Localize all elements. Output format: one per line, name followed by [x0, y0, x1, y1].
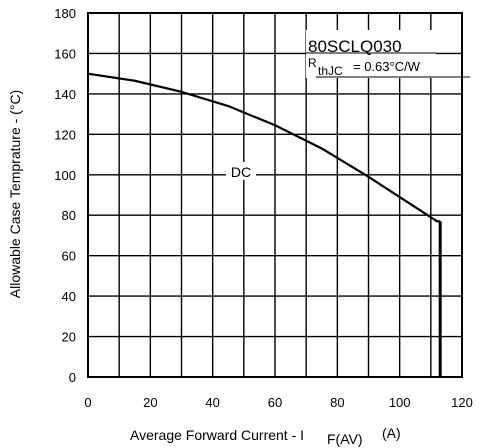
rth-symbol: R — [308, 56, 317, 70]
annotation-bg — [306, 30, 436, 78]
y-tick-label: 40 — [62, 289, 76, 304]
x-axis-label-subscript: F(AV) — [327, 431, 363, 447]
y-tick-label: 100 — [54, 168, 76, 183]
rth-value: = 0.63°C/W — [353, 59, 421, 74]
x-tick-label: 0 — [84, 395, 91, 410]
x-tick-label: 80 — [330, 395, 344, 410]
y-tick-label: 140 — [54, 87, 76, 102]
y-tick-labels: 0 20 40 60 80 100 120 140 160 180 — [54, 6, 76, 385]
rth-subscript: thJC — [318, 64, 343, 78]
x-tick-label: 120 — [451, 395, 473, 410]
plot-frame — [87, 12, 463, 378]
x-axis-label-main: Average Forward Current - I — [130, 427, 304, 443]
y-axis-label: Allowable Case Temprature - (°C) — [7, 90, 23, 298]
y-tick-label: 60 — [62, 249, 76, 264]
x-tick-label: 100 — [389, 395, 411, 410]
x-axis-label-unit: (A) — [382, 425, 401, 441]
y-tick-label: 20 — [62, 330, 76, 345]
x-tick-label: 60 — [268, 395, 282, 410]
part-number-label: 80SCLQ030 — [308, 37, 402, 56]
x-tick-label: 20 — [143, 395, 157, 410]
series-label-dc: DC — [231, 164, 251, 180]
y-tick-label: 160 — [54, 46, 76, 61]
x-tick-labels: 0 20 40 60 80 100 120 — [84, 395, 472, 410]
series-dc-line — [87, 72, 441, 223]
dc-label-bg — [226, 162, 256, 180]
y-tick-label: 120 — [54, 127, 76, 142]
y-tick-label: 80 — [62, 208, 76, 223]
y-tick-label: 180 — [54, 6, 76, 21]
y-tick-label: 0 — [69, 370, 76, 385]
x-tick-label: 40 — [205, 395, 219, 410]
